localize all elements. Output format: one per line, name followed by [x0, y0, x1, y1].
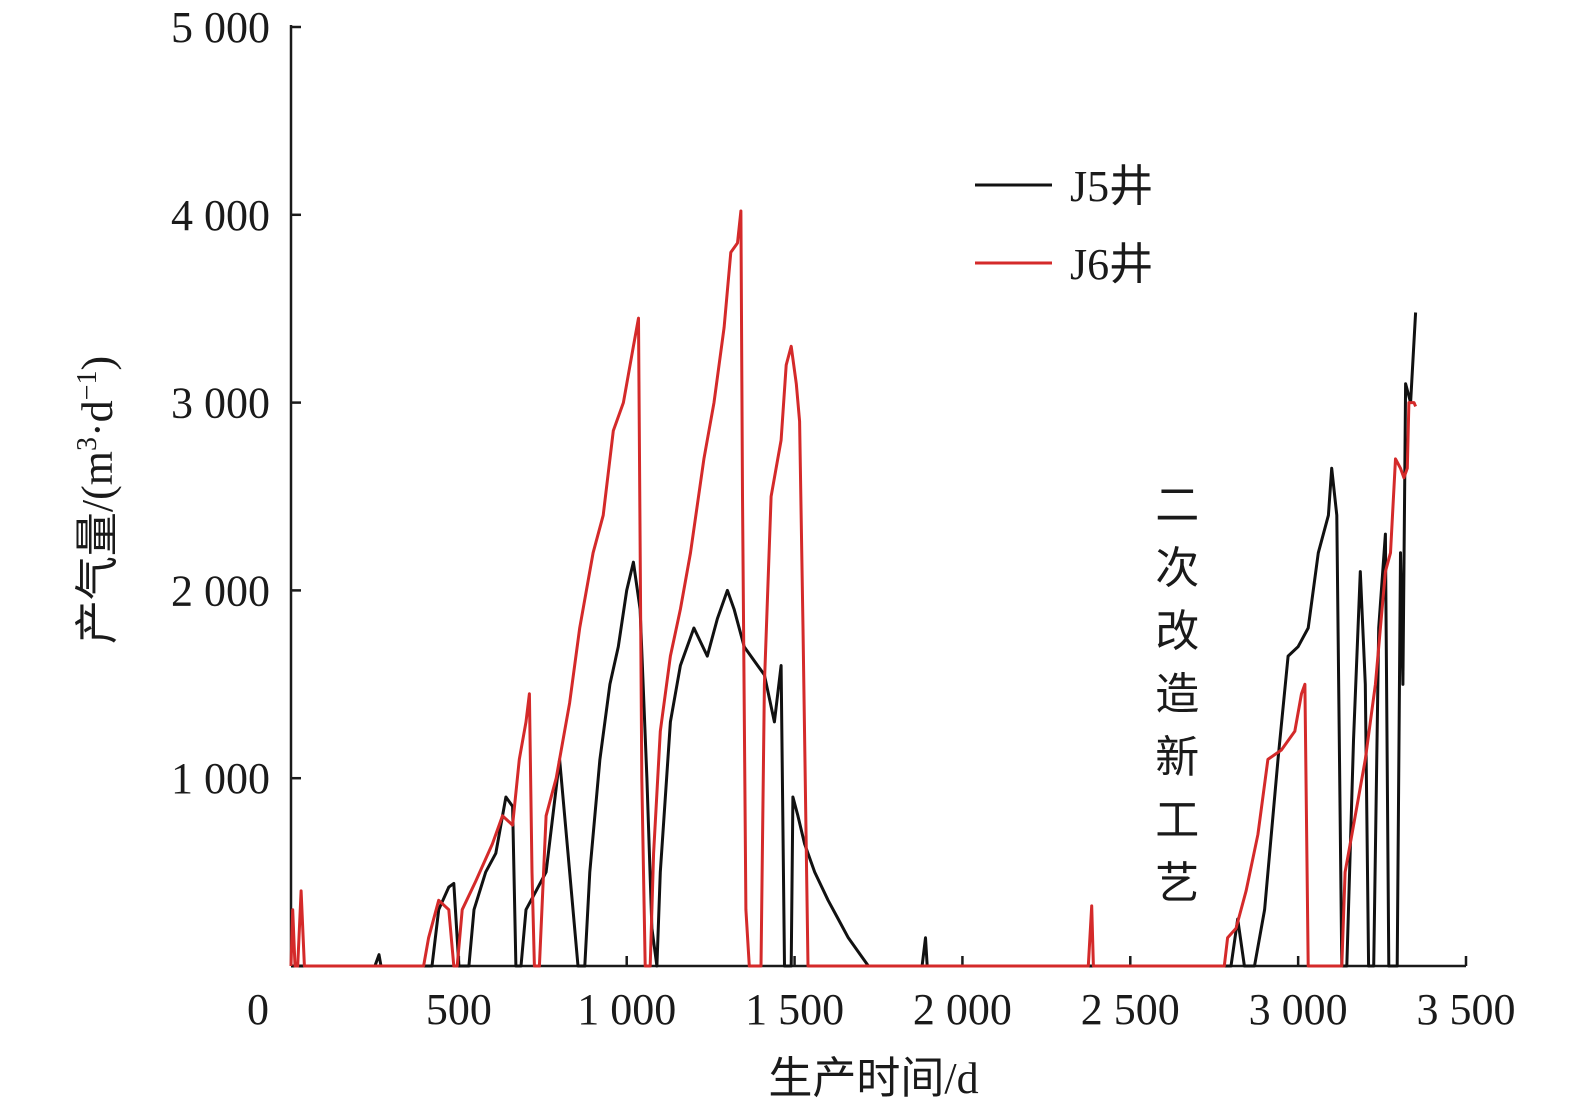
y-axis-title-main: 产气量/(m — [73, 451, 122, 644]
legend-label-2: J6井 — [1070, 240, 1153, 289]
annotation-char: 改 — [1155, 607, 1199, 656]
y-tick-label: 1 000 — [171, 754, 270, 803]
x-tick-label: 3 000 — [1249, 985, 1348, 1034]
y-axis-title-sup: −1 — [72, 371, 103, 401]
x-tick-label: 1 000 — [577, 985, 676, 1034]
series-layer — [289, 209, 1418, 968]
annotation-char: 艺 — [1155, 859, 1199, 908]
x-tick-label: 2 500 — [1081, 985, 1180, 1034]
annotation-char: 次 — [1155, 544, 1199, 593]
x-tick-label: 1 500 — [745, 985, 844, 1034]
annotation-char: 新 — [1155, 733, 1199, 782]
y-axis-title: 产气量/(m3·d−1) — [72, 356, 122, 644]
x-tick-label: 500 — [426, 985, 492, 1034]
y-axis-title-end: ) — [73, 356, 122, 371]
x-axis-title: 生产时间/d — [768, 1054, 978, 1103]
x-tick-label: 3 500 — [1417, 985, 1516, 1034]
y-tick-label: 5 000 — [171, 3, 270, 52]
y-axis-title-sup: 3 — [72, 437, 103, 451]
legend: J5井 J6井 — [975, 162, 1153, 289]
y-axis-title-mid: ·d — [73, 400, 122, 437]
annotation-char: 二 — [1155, 481, 1199, 530]
annotation-char: 工 — [1155, 796, 1199, 845]
x-tick-label: 0 — [247, 985, 269, 1034]
y-tick-label: 3 000 — [171, 379, 270, 428]
y-tick-label: 4 000 — [171, 191, 270, 240]
series-line-2 — [289, 209, 1417, 968]
legend-label-1: J5井 — [1070, 162, 1153, 211]
series-line-1 — [291, 312, 1418, 968]
x-tick-label: 2 000 — [913, 985, 1012, 1034]
y-tick-label: 2 000 — [171, 566, 270, 615]
annotation-char: 造 — [1155, 670, 1199, 719]
axes: 0 500 1 000 1 500 2 000 2 500 3 000 3 500 1 000 2… — [72, 3, 1516, 1103]
